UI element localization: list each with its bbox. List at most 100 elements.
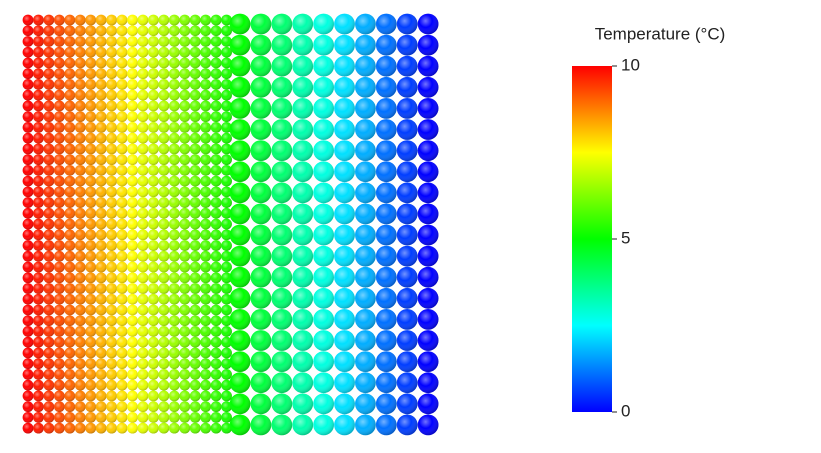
- sphere-shade: [229, 414, 251, 436]
- sphere-shade: [64, 218, 76, 230]
- sphere-shade: [313, 309, 334, 330]
- sphere-shade: [158, 390, 170, 402]
- sphere-shade: [334, 34, 355, 56]
- sphere-shade: [168, 401, 180, 413]
- sphere-shade: [396, 182, 418, 204]
- sphere-shade: [127, 250, 138, 262]
- sphere-shade: [417, 161, 439, 183]
- sphere-shade: [33, 401, 44, 413]
- sphere-shade: [148, 315, 159, 327]
- sphere-shade: [250, 414, 272, 436]
- sphere-shade: [148, 197, 159, 208]
- sphere-shade: [85, 315, 97, 327]
- sphere-shade: [106, 390, 117, 402]
- sphere-shade: [250, 372, 272, 394]
- sphere-shade: [137, 283, 149, 294]
- sphere-shade: [168, 272, 180, 284]
- sphere-shade: [43, 250, 55, 262]
- sphere-shade: [74, 207, 86, 219]
- sphere-shade: [355, 161, 376, 183]
- sphere-shade: [137, 79, 149, 90]
- sphere-shade: [33, 143, 44, 155]
- sphere-shade: [168, 326, 180, 337]
- sphere-shade: [229, 393, 251, 415]
- sphere-shade: [22, 36, 34, 47]
- sphere-shade: [158, 79, 170, 90]
- sphere-shade: [33, 111, 44, 123]
- sphere-shade: [106, 293, 117, 305]
- sphere-shade: [179, 293, 191, 305]
- sphere-shade: [250, 98, 272, 119]
- sphere-shade: [95, 358, 107, 370]
- sphere-shade: [137, 122, 149, 133]
- sphere-shade: [396, 414, 418, 436]
- sphere-shade: [116, 111, 128, 123]
- sphere-shade: [53, 347, 65, 359]
- sphere-shade: [43, 186, 55, 198]
- sphere-shade: [179, 336, 191, 348]
- sphere-shade: [313, 140, 334, 162]
- sphere-shade: [116, 272, 128, 284]
- sphere-shade: [179, 326, 191, 337]
- sphere-shade: [53, 261, 65, 273]
- sphere-shade: [229, 13, 251, 35]
- sphere-shade: [221, 336, 232, 348]
- sphere-shade: [168, 68, 180, 80]
- sphere-shade: [313, 245, 334, 267]
- sphere-shade: [210, 207, 222, 219]
- sphere-shade: [200, 186, 212, 198]
- sphere-shade: [95, 336, 107, 348]
- sphere-shade: [168, 250, 180, 262]
- sphere-shade: [158, 218, 170, 230]
- sphere-shade: [148, 154, 159, 166]
- sphere-shade: [137, 229, 149, 241]
- sphere-shade: [158, 358, 170, 370]
- sphere-shade: [229, 372, 251, 394]
- sphere-shade: [127, 89, 138, 101]
- sphere-shade: [168, 79, 180, 90]
- sphere-shade: [74, 411, 86, 423]
- sphere-shade: [106, 132, 117, 144]
- sphere-shade: [417, 140, 439, 162]
- sphere-shade: [22, 143, 34, 155]
- sphere-shade: [417, 119, 439, 140]
- sphere-shade: [292, 309, 314, 330]
- sphere-shade: [106, 100, 117, 112]
- sphere-shade: [33, 283, 44, 294]
- sphere-shade: [292, 140, 314, 162]
- sphere-shade: [158, 175, 170, 187]
- sphere-shade: [375, 266, 397, 288]
- sphere-shade: [229, 98, 251, 119]
- sphere-shade: [64, 79, 76, 90]
- sphere-shade: [210, 411, 222, 423]
- sphere-shade: [127, 411, 138, 423]
- sphere-shade: [355, 34, 376, 56]
- sphere-shade: [137, 111, 149, 123]
- sphere-shade: [375, 98, 397, 119]
- sphere-shade: [158, 261, 170, 273]
- sphere-shade: [64, 164, 76, 176]
- sphere-shade: [127, 218, 138, 230]
- sphere-shade: [221, 390, 232, 402]
- sphere-shade: [22, 315, 34, 327]
- sphere-shade: [127, 175, 138, 187]
- sphere-shade: [375, 55, 397, 77]
- sphere-shade: [116, 175, 128, 187]
- sphere-shade: [292, 393, 314, 415]
- sphere-shade: [74, 68, 86, 80]
- sphere-shade: [179, 14, 191, 26]
- sphere-shade: [189, 304, 201, 316]
- sphere-shade: [33, 390, 44, 402]
- sphere-shade: [200, 261, 212, 273]
- sphere-shade: [250, 245, 272, 267]
- sphere-shade: [33, 68, 44, 80]
- sphere-shade: [355, 13, 376, 35]
- sphere-shade: [85, 154, 97, 166]
- sphere-shade: [85, 218, 97, 230]
- sphere-shade: [95, 347, 107, 359]
- sphere-shade: [85, 272, 97, 284]
- sphere-shade: [292, 245, 314, 267]
- sphere-shade: [229, 119, 251, 140]
- sphere-shade: [200, 89, 212, 101]
- sphere-shade: [85, 379, 97, 391]
